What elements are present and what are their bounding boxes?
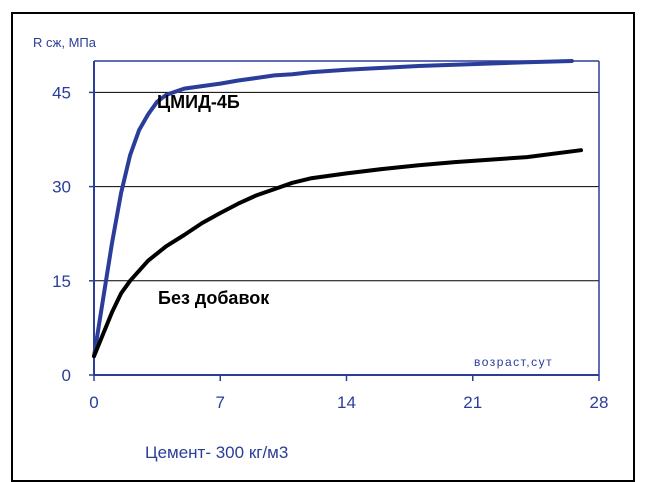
x-tick-label-21: 21: [463, 393, 482, 412]
x-tick-label-28: 28: [590, 393, 609, 412]
y-tick-label-30: 30: [52, 178, 71, 197]
series-label-no-additives: Без добавок: [158, 288, 270, 308]
y-axis-label: R сж, МПа: [33, 35, 97, 50]
tick-labels: 0 15 30 45 0 7 14 21 28: [52, 83, 608, 412]
axes: [89, 61, 600, 381]
series-lines: [92, 59, 583, 359]
y-tick-label-0: 0: [62, 366, 71, 385]
series-line-0: [92, 59, 574, 359]
series-line-1: [92, 148, 583, 359]
series-label-cmid: ЦМИД-4Б: [157, 92, 240, 112]
footer-caption: Цемент- 300 кг/м3: [145, 443, 288, 462]
x-tick-label-14: 14: [337, 393, 356, 412]
x-tick-label-0: 0: [89, 393, 98, 412]
chart-frame: [11, 12, 635, 482]
y-tick-label-15: 15: [52, 272, 71, 291]
x-axis-label: возраст,сут: [474, 355, 553, 369]
x-tick-label-7: 7: [216, 393, 225, 412]
y-tick-label-45: 45: [52, 83, 71, 102]
chart-svg: 0 15 30 45 0 7 14 21 28 R сж, МПа возраст,сут Це…: [33, 35, 608, 462]
